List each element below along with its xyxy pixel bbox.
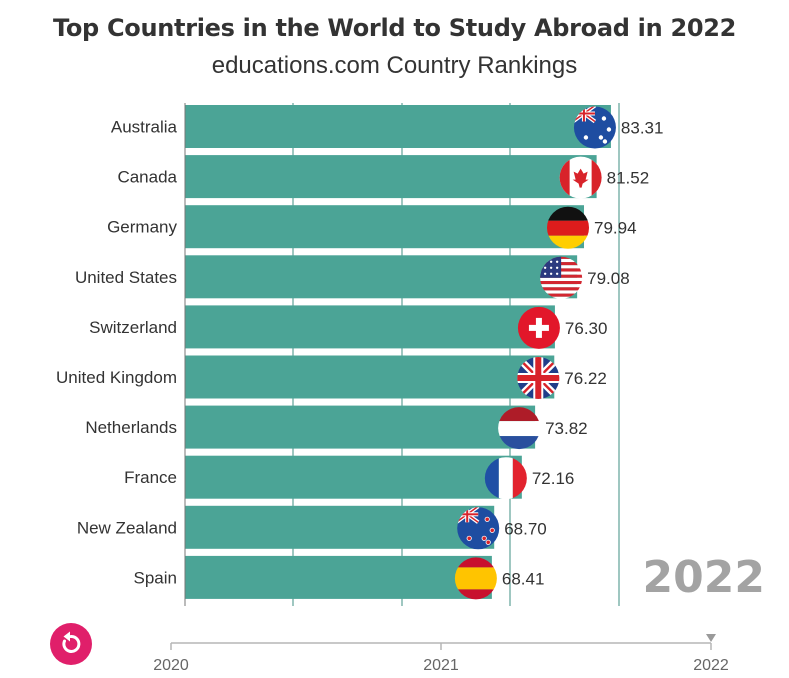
bar bbox=[185, 305, 555, 349]
canada-flag-icon bbox=[559, 156, 602, 199]
bar bbox=[185, 455, 522, 499]
value-label: 73.82 bbox=[545, 419, 588, 438]
chart-subtitle: educations.com Country Rankings bbox=[211, 52, 578, 79]
replay-icon bbox=[62, 631, 81, 653]
value-label: 79.94 bbox=[594, 219, 637, 238]
spain-flag-icon bbox=[454, 557, 497, 600]
bar bbox=[185, 405, 536, 449]
bar bbox=[185, 205, 585, 249]
category-label: United Kingdom bbox=[56, 368, 177, 387]
category-label: Canada bbox=[117, 168, 177, 187]
value-label: 83.31 bbox=[621, 119, 664, 138]
value-label: 68.41 bbox=[502, 569, 545, 588]
value-label: 76.22 bbox=[564, 369, 607, 388]
current-year-label: 2022 bbox=[643, 552, 765, 603]
timeline-handle[interactable] bbox=[706, 634, 716, 642]
category-label: New Zealand bbox=[77, 518, 177, 537]
united-states-flag-icon bbox=[540, 256, 583, 299]
timeline-tick-label: 2020 bbox=[153, 657, 189, 674]
bar bbox=[185, 255, 578, 299]
bar bbox=[185, 555, 492, 599]
value-label: 72.16 bbox=[532, 469, 575, 488]
value-label: 79.08 bbox=[587, 269, 630, 288]
replay-button[interactable] bbox=[50, 623, 92, 665]
netherlands-flag-icon bbox=[498, 407, 541, 450]
australia-flag-icon bbox=[573, 106, 616, 149]
value-label: 76.30 bbox=[565, 319, 608, 338]
bar bbox=[185, 105, 611, 148]
category-label: Australia bbox=[111, 118, 178, 137]
timeline-tick-label: 2021 bbox=[423, 657, 459, 674]
bar bbox=[185, 155, 597, 199]
bar bbox=[185, 505, 495, 549]
new-zealand-flag-icon bbox=[457, 507, 500, 550]
switzerland-flag-icon bbox=[517, 306, 560, 349]
value-label: 81.52 bbox=[607, 169, 650, 188]
category-label: United States bbox=[75, 268, 177, 287]
value-label: 68.70 bbox=[504, 519, 547, 538]
chart-title: Top Countries in the World to Study Abro… bbox=[52, 14, 737, 42]
category-label: Switzerland bbox=[89, 318, 177, 337]
category-label: France bbox=[124, 468, 177, 487]
category-label: Spain bbox=[134, 568, 177, 587]
category-label: Germany bbox=[107, 218, 177, 237]
france-flag-icon bbox=[484, 457, 527, 500]
united-kingdom-flag-icon bbox=[517, 357, 560, 399]
bar bbox=[185, 355, 555, 399]
timeline-tick-label: 2022 bbox=[693, 657, 729, 674]
germany-flag-icon bbox=[547, 206, 590, 249]
timeline-slider[interactable]: 2020 2021 2022 bbox=[153, 634, 729, 674]
category-label: Netherlands bbox=[85, 418, 177, 437]
